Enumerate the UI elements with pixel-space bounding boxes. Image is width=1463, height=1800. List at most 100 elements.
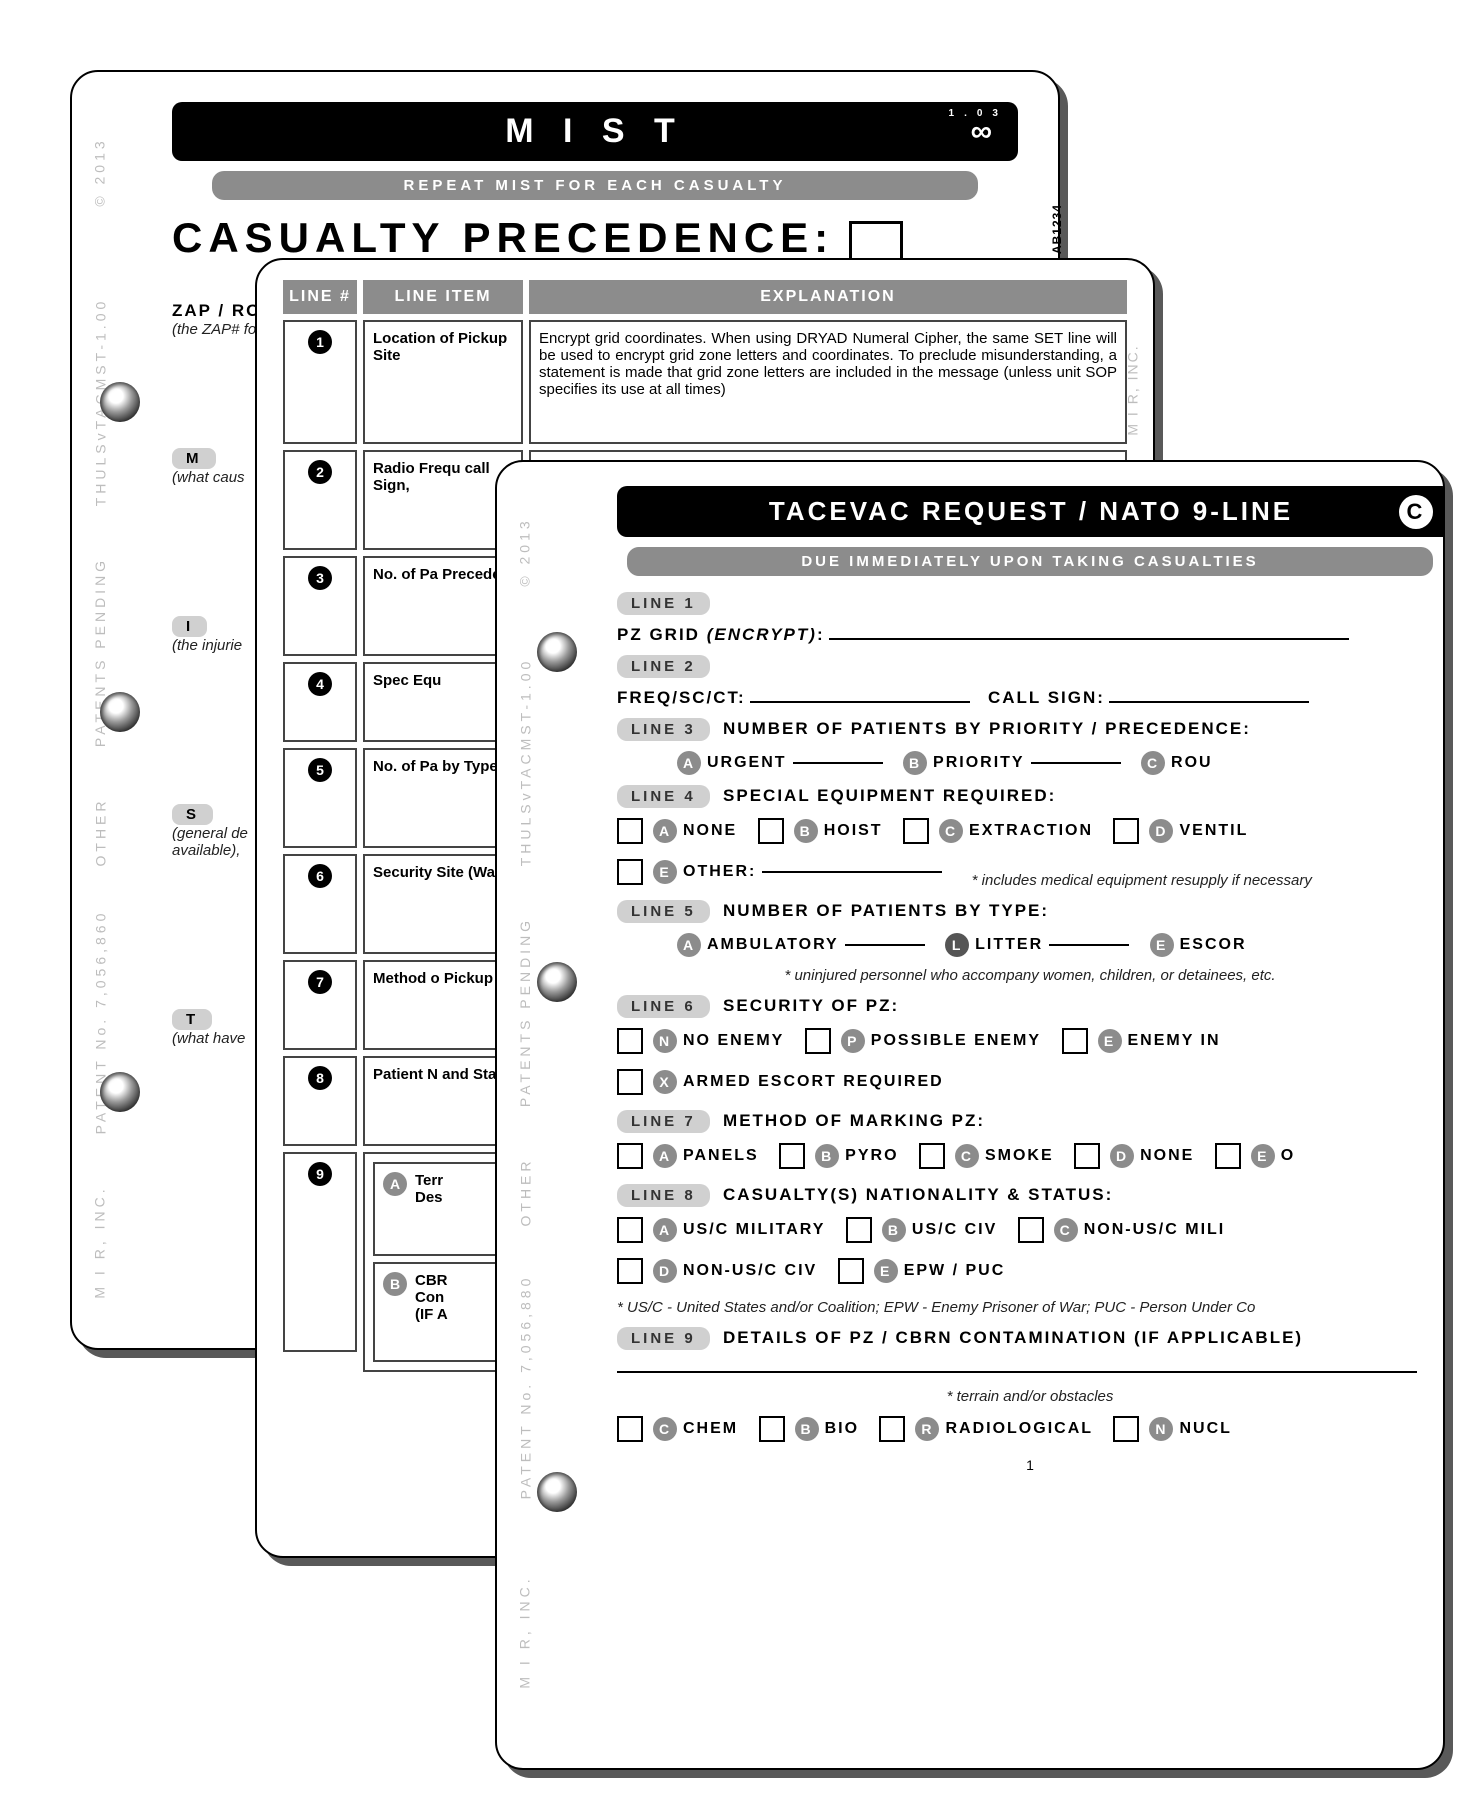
table-row: 1 Location of Pickup Site Encrypt grid c… xyxy=(283,320,1127,444)
row-num-icon: 1 xyxy=(308,330,332,354)
l7-c: SMOKE xyxy=(985,1147,1054,1165)
line9-input[interactable] xyxy=(617,1371,1417,1373)
smoke-checkbox[interactable] xyxy=(919,1143,945,1169)
amb-input[interactable] xyxy=(845,944,925,946)
pyro-checkbox[interactable] xyxy=(779,1143,805,1169)
armedescort-icon: X xyxy=(653,1070,677,1094)
th-line-num: LINE # xyxy=(283,280,357,314)
l9-n: NUCL xyxy=(1179,1420,1231,1438)
company: M I R, INC. xyxy=(92,1185,108,1298)
none7-checkbox[interactable] xyxy=(1074,1143,1100,1169)
l7-a: PANELS xyxy=(683,1147,759,1165)
litter-input[interactable] xyxy=(1049,944,1129,946)
routine-icon: C xyxy=(1141,751,1165,775)
tacevac-title-bar: TACEVAC REQUEST / NATO 9-LINE C xyxy=(617,486,1445,537)
th-line-item: LINE ITEM xyxy=(363,280,523,314)
card-tacevac: © 2013 THULSvTACMST-1.00 PATENTS PENDING… xyxy=(495,460,1445,1770)
uscciv-checkbox[interactable] xyxy=(846,1217,872,1243)
bio-checkbox[interactable] xyxy=(759,1416,785,1442)
none-checkbox[interactable] xyxy=(617,818,643,844)
table-header: LINE # LINE ITEM EXPLANATION xyxy=(283,280,1127,314)
row-num-icon: 7 xyxy=(308,970,332,994)
side-company-right: M I R, INC. xyxy=(1119,300,1147,480)
punch-hole xyxy=(537,1472,577,1512)
line6-label: SECURITY OF PZ: xyxy=(723,996,899,1015)
nonuscmil-checkbox[interactable] xyxy=(1018,1217,1044,1243)
row-item: Location of Pickup Site xyxy=(363,320,523,444)
smoke-icon: C xyxy=(955,1144,979,1168)
uscmil-checkbox[interactable] xyxy=(617,1217,643,1243)
nonuscciv-checkbox[interactable] xyxy=(617,1258,643,1284)
other-checkbox[interactable] xyxy=(617,859,643,885)
escort-icon: E xyxy=(1150,933,1174,957)
nucl-checkbox[interactable] xyxy=(1113,1416,1139,1442)
l8-note: * US/C - United States and/or Coalition;… xyxy=(617,1299,1255,1316)
l4-note: * includes medical equipment resupply if… xyxy=(972,872,1312,889)
l6-e: ENEMY IN xyxy=(1128,1032,1221,1050)
possible-checkbox[interactable] xyxy=(805,1028,831,1054)
line7-pill: LINE 7 xyxy=(617,1110,710,1133)
l8-c: NON-US/C MILI xyxy=(1084,1221,1226,1239)
chem-checkbox[interactable] xyxy=(617,1416,643,1442)
none7-icon: D xyxy=(1110,1144,1134,1168)
sub-b-icon: B xyxy=(383,1272,407,1296)
l3-urgent: URGENT xyxy=(707,754,787,772)
l4-extraction: EXTRACTION xyxy=(969,822,1093,840)
pyro-icon: B xyxy=(815,1144,839,1168)
radio-checkbox[interactable] xyxy=(879,1416,905,1442)
line7-label: METHOD OF MARKING PZ: xyxy=(723,1111,985,1130)
row-num-icon: 3 xyxy=(308,566,332,590)
due-bar: DUE IMMEDIATELY UPON TAKING CASUALTIES xyxy=(627,547,1433,576)
row-num-icon: 6 xyxy=(308,864,332,888)
urgent-icon: A xyxy=(677,751,701,775)
o7-checkbox[interactable] xyxy=(1215,1143,1241,1169)
l4-ventil: VENTIL xyxy=(1179,822,1248,840)
callsign-input[interactable] xyxy=(1109,701,1309,703)
l5-note: * uninjured personnel who accompany wome… xyxy=(784,967,1275,984)
epw-checkbox[interactable] xyxy=(838,1258,864,1284)
enemyin-checkbox[interactable] xyxy=(1062,1028,1088,1054)
urgent-input[interactable] xyxy=(793,762,883,764)
noenemy-checkbox[interactable] xyxy=(617,1028,643,1054)
uscmil-icon: A xyxy=(653,1218,677,1242)
side-doccode: THULSvTACMST-1.00 xyxy=(505,632,545,892)
uscciv-icon: B xyxy=(882,1218,906,1242)
side-patentno2: PATENT No. 7,056,880 xyxy=(505,1272,545,1502)
bio-icon: B xyxy=(795,1417,819,1441)
line3-label: NUMBER OF PATIENTS BY PRIORITY / PRECEDE… xyxy=(723,719,1251,738)
armedescort-checkbox[interactable] xyxy=(617,1069,643,1095)
mist-title: M I S T xyxy=(505,112,685,150)
freq-input[interactable] xyxy=(750,701,970,703)
nucl-icon: N xyxy=(1149,1417,1173,1441)
ventil-checkbox[interactable] xyxy=(1113,818,1139,844)
panels-checkbox[interactable] xyxy=(617,1143,643,1169)
hoist-checkbox[interactable] xyxy=(758,818,784,844)
radio-icon: R xyxy=(915,1417,939,1441)
row9-b-label: CBR xyxy=(415,1272,448,1289)
other-input[interactable] xyxy=(762,871,942,873)
amb-icon: A xyxy=(677,933,701,957)
hoist-icon: B xyxy=(794,819,818,843)
noenemy-icon: N xyxy=(653,1029,677,1053)
l3-routine: ROU xyxy=(1171,754,1213,772)
line2-callsign: CALL SIGN: xyxy=(988,688,1105,707)
line2-freq: FREQ/SC/CT: xyxy=(617,688,746,707)
side-other: OTHER xyxy=(505,1132,545,1252)
line4-pill: LINE 4 xyxy=(617,785,710,808)
possible-icon: P xyxy=(841,1029,865,1053)
epw-icon: E xyxy=(874,1259,898,1283)
row-exp: Encrypt grid coordinates. When using DRY… xyxy=(529,320,1127,444)
priority-icon: B xyxy=(903,751,927,775)
tab-s: S xyxy=(172,804,213,825)
sub-a-icon: A xyxy=(383,1172,407,1196)
row9-b-sub2: (IF A xyxy=(415,1306,448,1323)
chem-icon: C xyxy=(653,1417,677,1441)
punch-hole xyxy=(100,692,140,732)
line1-input[interactable] xyxy=(829,638,1349,640)
extraction-checkbox[interactable] xyxy=(903,818,929,844)
priority-input[interactable] xyxy=(1031,762,1121,764)
l5-amb: AMBULATORY xyxy=(707,936,839,954)
repeat-bar: REPEAT MIST FOR EACH CASUALTY xyxy=(212,171,978,200)
side-copyright: © 2013 xyxy=(505,492,545,612)
tab-t: T xyxy=(172,1009,212,1030)
